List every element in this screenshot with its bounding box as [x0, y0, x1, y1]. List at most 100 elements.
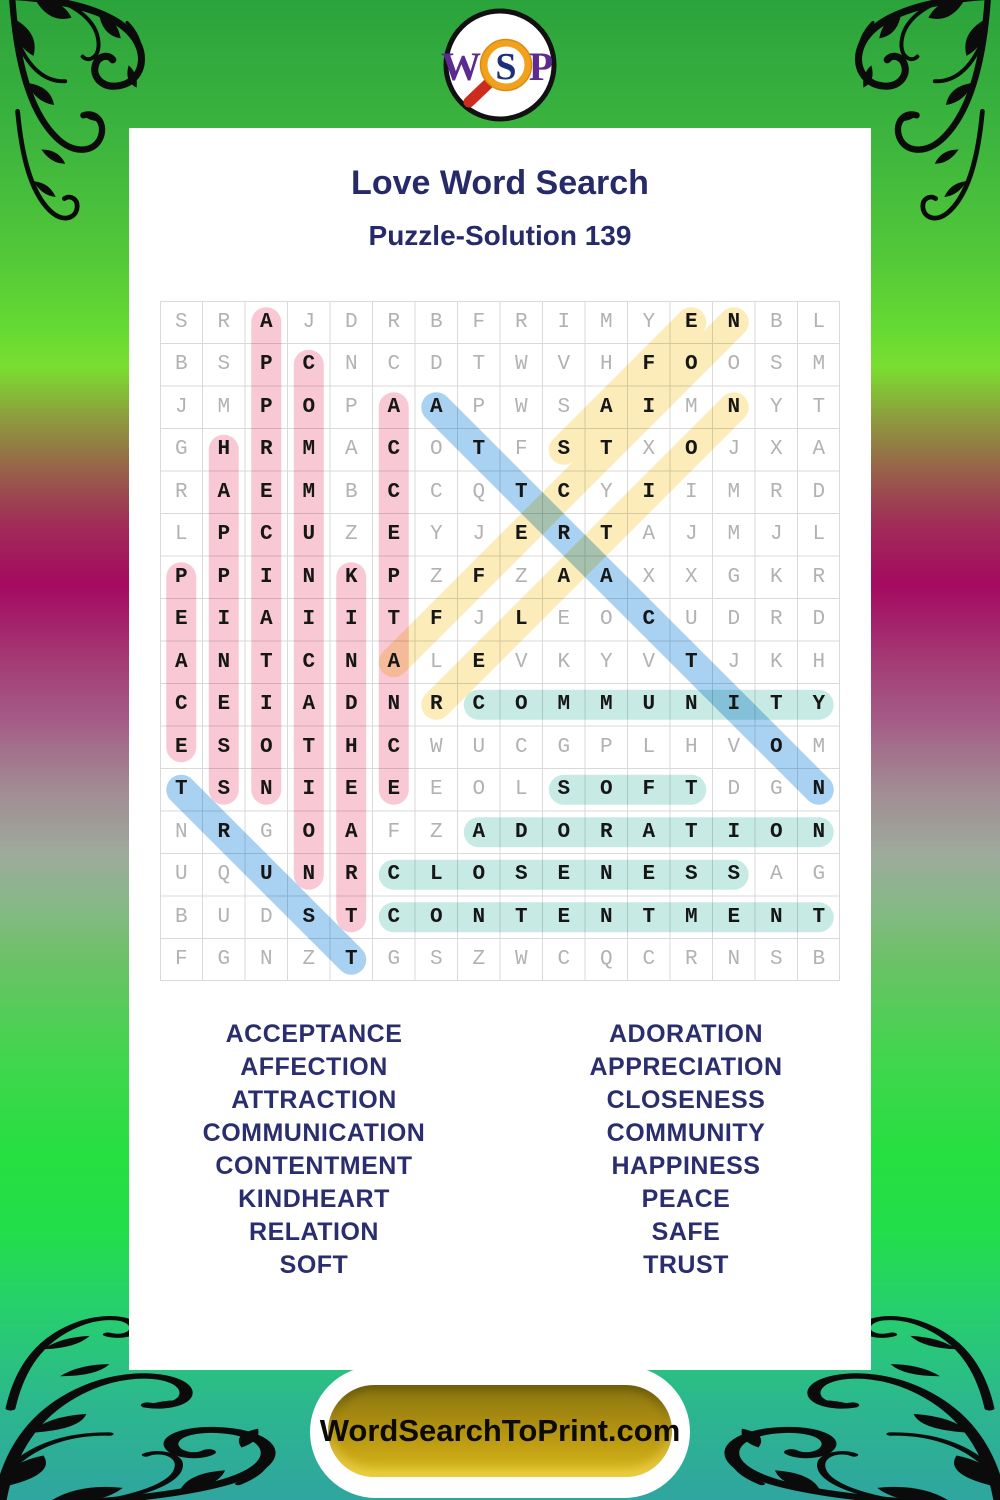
solution-highlight-attraction	[421, 392, 834, 805]
grid-cell: N	[259, 948, 273, 972]
grid-cell: E	[684, 310, 698, 334]
grid-cell: Y	[599, 480, 613, 504]
grid-cell: R	[344, 863, 358, 887]
grid-cell: U	[217, 905, 231, 929]
grid-cell: T	[599, 523, 613, 547]
grid-cell: R	[217, 310, 231, 334]
grid-cell: H	[217, 438, 231, 462]
grid-cell: P	[387, 565, 401, 589]
word-list-item: SOFT	[279, 1251, 349, 1279]
grid-cell: N	[344, 650, 358, 674]
grid-cell: C	[259, 523, 273, 547]
grid-cell: N	[812, 820, 826, 844]
grid-cell: U	[259, 863, 273, 887]
grid-cell: A	[557, 565, 571, 589]
grid-cell: A	[599, 565, 613, 589]
grid-cell: O	[302, 395, 316, 419]
grid-cell: A	[472, 820, 486, 844]
logo-letter-s: S	[495, 46, 516, 88]
grid-cell: N	[769, 905, 783, 929]
grid-cell: N	[727, 395, 741, 419]
grid-cell: P	[217, 565, 231, 589]
grid-cell: A	[812, 438, 826, 462]
grid-cell: S	[557, 395, 571, 419]
grid-cell: L	[429, 863, 443, 887]
grid-cell: C	[642, 948, 656, 972]
word-list-right: ADORATION APPRECIATION CLOSENESS COMMUNITY H…	[511, 1018, 861, 1282]
logo-letter-w: W	[441, 44, 481, 89]
grid-cell: G	[259, 820, 273, 844]
grid-cell: J	[472, 608, 486, 632]
grid-cell: A	[217, 480, 231, 504]
grid-cell: B	[174, 353, 188, 377]
grid-cell: E	[642, 863, 656, 887]
grid-cell: S	[557, 778, 571, 802]
grid-cell: T	[344, 905, 358, 929]
grid-cell: L	[514, 778, 528, 802]
grid-cell: I	[344, 608, 358, 632]
grid-cell: R	[259, 438, 273, 462]
grid-cell: S	[217, 353, 231, 377]
grid-cell: Z	[472, 948, 486, 972]
grid-cell: A	[302, 693, 316, 717]
grid-cell: C	[387, 905, 401, 929]
grid-cell: O	[769, 820, 783, 844]
grid-cell: O	[259, 735, 273, 759]
grid-cell: M	[727, 523, 741, 547]
grid-cell: V	[727, 735, 741, 759]
grid-cell: O	[599, 778, 613, 802]
grid-cell: M	[217, 395, 231, 419]
grid-cell: A	[259, 608, 273, 632]
grid-cell: J	[769, 523, 783, 547]
grid-cell: H	[684, 735, 698, 759]
grid-cell: C	[557, 948, 571, 972]
grid-cell: Y	[642, 310, 656, 334]
grid-cell: U	[174, 863, 188, 887]
word-list-item: COMMUNICATION	[202, 1119, 426, 1147]
magnifier-lens	[484, 43, 528, 87]
grid-cell: N	[599, 863, 613, 887]
grid-cell: P	[217, 523, 231, 547]
grid-cell: T	[514, 905, 528, 929]
grid-cell: C	[387, 863, 401, 887]
grid-cell: E	[557, 905, 571, 929]
site-link-label: WordSearchToPrint.com	[319, 1413, 681, 1448]
magnifier-ring-edge	[479, 38, 533, 92]
word-list-item: APPRECIATION	[589, 1053, 783, 1081]
grid-cell: S	[769, 353, 783, 377]
grid-cell: T	[684, 778, 698, 802]
grid-cell: N	[302, 565, 316, 589]
grid-cell: N	[344, 353, 358, 377]
grid-cell: A	[599, 395, 613, 419]
grid-cell: T	[514, 480, 528, 504]
grid-cell: K	[344, 565, 358, 589]
grid-cell: M	[599, 693, 613, 717]
grid-cell: S	[429, 948, 443, 972]
grid-cell: G	[217, 948, 231, 972]
grid-cell: E	[514, 523, 528, 547]
grid-cell: Z	[429, 565, 443, 589]
grid-cell: D	[727, 778, 741, 802]
magnifier-handle	[463, 76, 496, 108]
grid-cell: Z	[429, 820, 443, 844]
grid-cell: E	[387, 523, 401, 547]
grid-cell: R	[599, 820, 613, 844]
grid-cell: Q	[217, 863, 231, 887]
grid-cell: O	[557, 820, 571, 844]
grid-cell: D	[812, 608, 826, 632]
word-list-item: ATTRACTION	[231, 1086, 397, 1114]
grid-cell: T	[812, 395, 826, 419]
grid-cell: A	[642, 820, 656, 844]
word-list-item: ADORATION	[608, 1020, 764, 1048]
grid-cell: B	[174, 905, 188, 929]
grid-cell: D	[514, 820, 528, 844]
grid-cell: U	[472, 735, 486, 759]
grid-cell: C	[174, 693, 188, 717]
grid-cell: F	[472, 565, 486, 589]
grid-cell: A	[387, 650, 401, 674]
grid-cell: R	[387, 310, 401, 334]
grid-cell: G	[387, 948, 401, 972]
grid-cell: O	[302, 820, 316, 844]
site-link-button[interactable]: WordSearchToPrint.com	[320, 1385, 680, 1477]
